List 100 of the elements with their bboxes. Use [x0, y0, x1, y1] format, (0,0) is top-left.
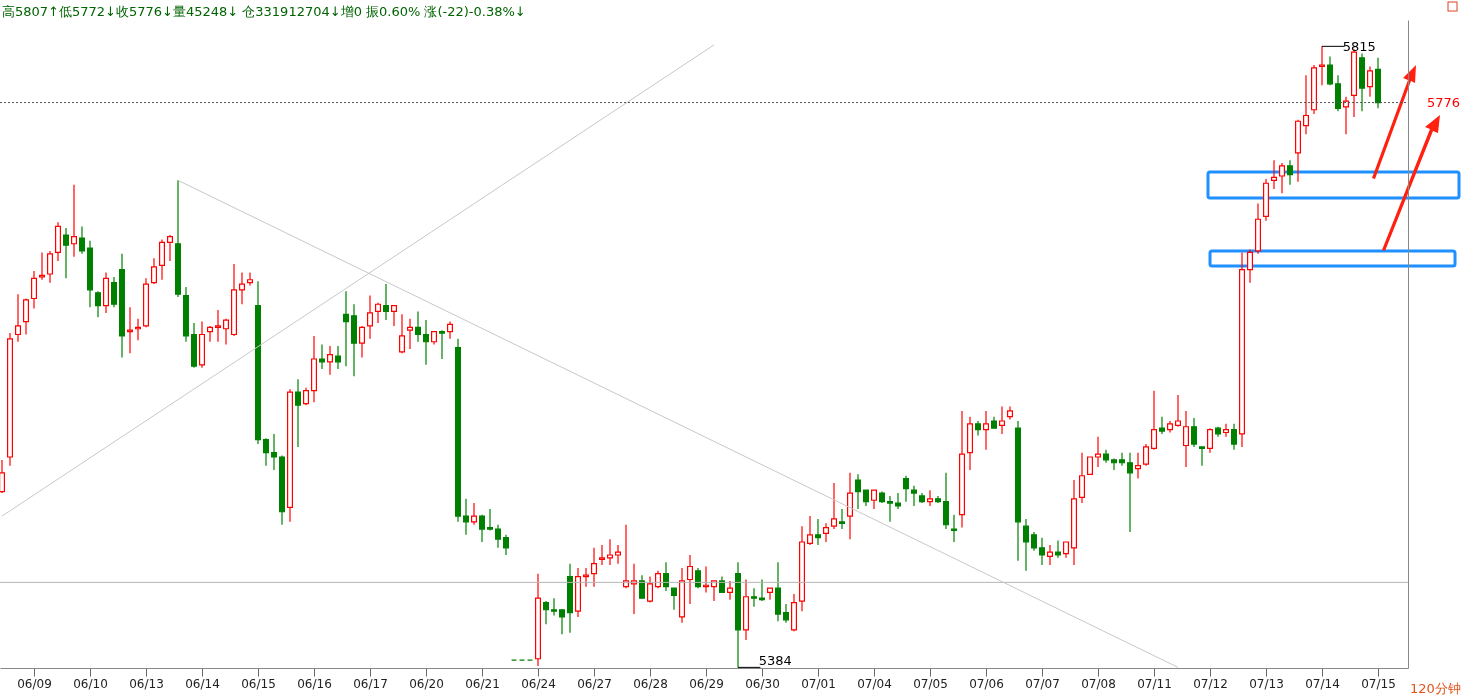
candlestick [1207, 427, 1213, 454]
candlestick [1031, 531, 1037, 552]
candlestick [831, 482, 837, 530]
candlestick [1023, 518, 1029, 572]
candlestick [503, 534, 509, 556]
candlestick [407, 318, 413, 350]
candlestick [943, 472, 949, 530]
candlestick [687, 554, 693, 605]
candlestick [1127, 452, 1133, 533]
x-tick-label: 07/15 [1361, 676, 1396, 691]
x-tick-label: 06/30 [745, 676, 780, 691]
candlestick [847, 472, 853, 540]
candlestick [767, 587, 773, 601]
candlestick [207, 325, 213, 343]
candlestick [623, 524, 629, 589]
candlestick [607, 538, 613, 566]
x-tick-label: 06/10 [73, 676, 108, 691]
x-tick-label: 07/07 [1025, 676, 1060, 691]
candlestick [1159, 416, 1165, 435]
candlestick [39, 251, 45, 281]
candlestick [1327, 55, 1333, 86]
candlestick [215, 309, 221, 343]
candlestick [0, 459, 5, 494]
candlestick [415, 310, 421, 343]
candlestick [1303, 74, 1309, 135]
x-tick-label: 07/04 [857, 676, 892, 691]
x-tick-label: 06/27 [577, 676, 612, 691]
candlestick [551, 597, 557, 617]
x-tick-label: 06/24 [521, 676, 556, 691]
candlestick [239, 271, 245, 305]
candlestick [263, 437, 269, 467]
x-tick-label: 07/08 [1081, 676, 1116, 691]
candlestick [871, 489, 877, 510]
candlestick [1047, 544, 1053, 566]
candlestick [599, 544, 605, 566]
candlestick [327, 345, 333, 376]
candlestick [815, 518, 821, 546]
candlestick [383, 283, 389, 321]
candlestick [71, 184, 77, 258]
candlestick [495, 524, 501, 549]
candlestick [15, 293, 21, 343]
x-tick-label: 06/14 [185, 676, 220, 691]
candlestick [295, 378, 301, 448]
candlestick [1183, 410, 1189, 468]
candlestick [1199, 446, 1205, 467]
candlestick [1287, 159, 1293, 186]
candlestick [63, 227, 69, 279]
candlestick [271, 433, 277, 471]
x-tick-label: 06/15 [241, 676, 276, 691]
candlestick [1151, 390, 1157, 451]
candlestick [887, 495, 893, 523]
candlestick [23, 297, 29, 336]
candlestick [423, 319, 429, 366]
x-tick-label: 06/13 [129, 676, 164, 691]
candlestick [983, 410, 989, 451]
x-tick-label: 07/11 [1137, 676, 1172, 691]
candlestick [1135, 452, 1141, 480]
candlestick [1231, 423, 1237, 451]
candlestick [223, 318, 229, 346]
x-tick-label: 06/09 [17, 676, 52, 691]
candlestick [1367, 65, 1373, 98]
candlestick [1119, 452, 1125, 467]
candlestick [1191, 417, 1197, 448]
candlestick [1111, 457, 1117, 471]
candlestick [471, 502, 477, 526]
candlestick [367, 295, 373, 340]
candlestick [711, 580, 717, 602]
candlestick [1343, 96, 1349, 135]
candlestick [1223, 423, 1229, 438]
candlestick [839, 508, 845, 530]
x-tick-label: 06/21 [465, 676, 500, 691]
candlestick [823, 522, 829, 543]
candlestick [391, 305, 397, 327]
candlestick [479, 514, 485, 543]
candlestick [1039, 537, 1045, 566]
x-tick-label: 06/28 [633, 676, 668, 691]
candlestick [151, 257, 157, 285]
candlestick [639, 574, 645, 599]
candlestick [591, 547, 597, 588]
candlestick [543, 600, 549, 625]
candlestick [1271, 159, 1277, 190]
text: 高5807↑低5772↓收5776↓量45248↓ 仓331912704↓增0 振0.60% 涨(-22)-0.38%↓ [2, 3, 526, 21]
candlestick [247, 271, 253, 287]
candlestick [31, 270, 37, 310]
candlestick [647, 576, 653, 604]
candlestick [783, 603, 789, 624]
candlestick [903, 475, 909, 503]
candlestick [47, 250, 53, 284]
candlestick [439, 329, 445, 360]
candlestick [463, 498, 469, 536]
candlestick [911, 485, 917, 507]
annotation: 5384 [758, 653, 792, 669]
candlestick [359, 325, 365, 359]
x-tick-label: 06/20 [409, 676, 444, 691]
candlestick [1279, 162, 1285, 194]
x-tick-label: 07/06 [969, 676, 1004, 691]
candlestick [399, 313, 405, 354]
x-tick-label: 07/14 [1305, 676, 1340, 691]
x-tick-label: 06/16 [297, 676, 332, 691]
candlestick [927, 489, 933, 507]
